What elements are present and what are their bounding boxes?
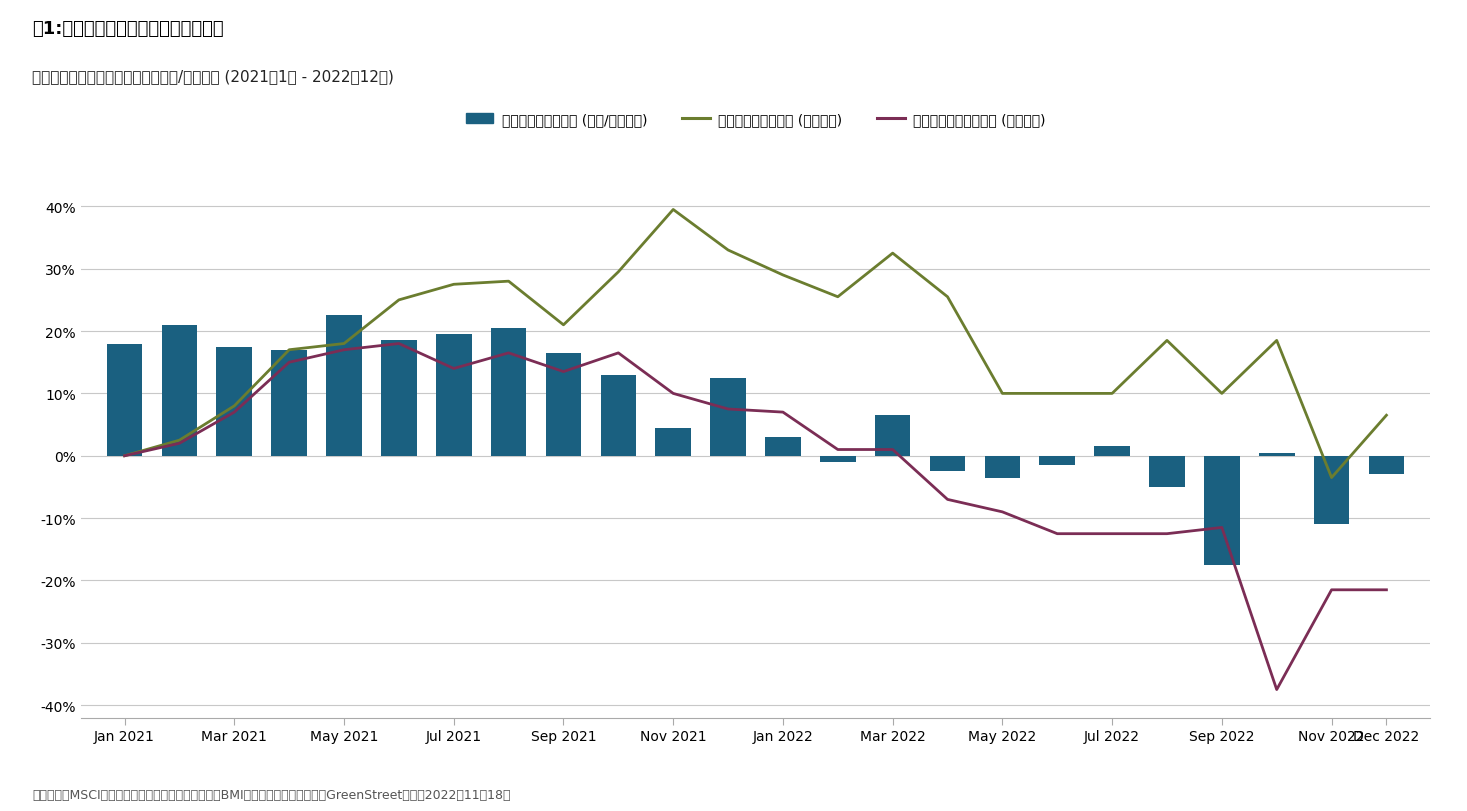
Bar xyxy=(1204,456,1240,565)
Bar xyxy=(1149,456,1185,487)
Bar xyxy=(600,375,637,456)
Legend: 所有房地產投資信託 (價格/資產淨值), 所有房地產投資信託 (價格變化), 抵押型房地產投資信託 (價格變化): 所有房地產投資信託 (價格/資產淨值), 所有房地產投資信託 (價格變化), 抵… xyxy=(461,107,1050,132)
Text: 資料來源：MSCI美國房地產投資信託指數；標普美國BMI抵押型房地產投資信託；GreenStreet，截至2022年11月18日: 資料來源：MSCI美國房地產投資信託指數；標普美國BMI抵押型房地產投資信託；G… xyxy=(32,788,511,801)
Bar xyxy=(710,379,745,456)
Bar xyxy=(766,437,801,456)
Bar xyxy=(436,335,471,456)
Bar xyxy=(107,344,142,456)
Bar xyxy=(161,325,197,456)
Text: 圖1:房地產投資信託價格指數有所下跌: 圖1:房地產投資信託價格指數有所下跌 xyxy=(32,20,224,38)
Bar xyxy=(930,456,965,472)
Bar xyxy=(271,350,307,456)
Bar xyxy=(217,347,252,456)
Bar xyxy=(984,456,1020,478)
Bar xyxy=(874,416,911,456)
Bar xyxy=(1259,453,1294,456)
Bar xyxy=(1094,447,1130,456)
Bar xyxy=(326,316,362,456)
Bar xyxy=(820,456,855,462)
Text: 房地產投資信託指數價格變化和價格/資產淨值 (2021年1月 - 2022年12月): 房地產投資信託指數價格變化和價格/資產淨值 (2021年1月 - 2022年12… xyxy=(32,69,395,84)
Bar xyxy=(1314,456,1350,525)
Bar xyxy=(381,341,417,456)
Bar xyxy=(546,354,581,456)
Bar xyxy=(1369,456,1404,475)
Bar xyxy=(491,328,527,456)
Bar xyxy=(1040,456,1075,466)
Bar xyxy=(656,428,691,456)
